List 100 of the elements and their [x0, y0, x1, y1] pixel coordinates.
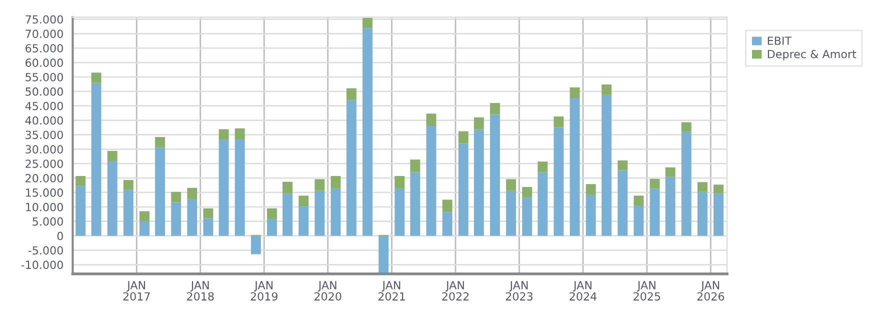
bar: [506, 179, 516, 190]
bar: [506, 190, 516, 236]
bar: [665, 167, 676, 177]
bar: [234, 128, 245, 140]
bar: [586, 194, 596, 236]
bar: [442, 212, 452, 236]
bar: [91, 82, 102, 236]
bar: [474, 117, 484, 130]
bar: [458, 143, 468, 236]
bar: [538, 162, 548, 172]
bar: [203, 218, 214, 236]
y-tick-label: 5.000: [32, 217, 63, 226]
bar: [426, 114, 436, 126]
bar: [714, 194, 724, 236]
bar: [298, 206, 309, 236]
x-tick-label: JAN 2025: [634, 281, 660, 301]
bar: [681, 132, 692, 236]
bar: [107, 150, 118, 161]
bar: [107, 160, 118, 236]
bar: [250, 236, 261, 254]
bar: [554, 127, 564, 236]
y-tick-label: 30.000: [26, 145, 63, 154]
bar: [602, 94, 612, 236]
y-tick-label: 25.000: [26, 160, 63, 168]
y-tick-label: -10.000: [21, 260, 63, 270]
y-tick-label: 45.000: [25, 102, 63, 110]
bar: [171, 192, 182, 202]
bar: [442, 200, 452, 212]
bar: [346, 88, 356, 100]
bar: [140, 221, 150, 236]
x-tick-label: JAN 2018: [187, 281, 214, 301]
bar: [570, 87, 580, 98]
bar: [218, 140, 229, 236]
bar: [634, 205, 644, 236]
bar: [155, 137, 166, 148]
bar: [522, 198, 532, 236]
bar: [394, 176, 405, 188]
bar: [554, 116, 564, 128]
bar: [522, 186, 532, 198]
legend-label: Deprec & Amort: [768, 50, 856, 60]
legend-label: EBIT: [768, 36, 792, 45]
bar: [314, 179, 325, 190]
bar: [314, 190, 325, 236]
bar: [298, 196, 309, 206]
bar: [714, 184, 724, 194]
bar: [76, 176, 86, 186]
y-tick-label: 35.000: [26, 130, 63, 140]
bar: [123, 190, 134, 236]
bar: [665, 176, 676, 236]
y-tick-label: 10.000: [26, 202, 63, 212]
y-tick-label: 55.000: [26, 72, 63, 82]
bar: [650, 178, 660, 188]
bar: [458, 131, 468, 144]
bar: [187, 198, 198, 236]
x-tick-label: JAN 2023: [506, 281, 533, 301]
bar: [76, 186, 86, 236]
y-tick-label: 70.000: [26, 30, 63, 38]
bar: [586, 184, 596, 194]
bar: [266, 208, 277, 220]
y-tick-label: -5.000: [28, 246, 63, 255]
bar: [426, 126, 436, 236]
bar: [218, 129, 229, 140]
bar: [410, 160, 420, 172]
bar: [602, 84, 612, 95]
bar: [490, 102, 500, 114]
bar: [362, 18, 372, 28]
y-tick-label: 60.000: [26, 58, 63, 67]
bar: [650, 188, 660, 236]
y-tick-label: 65.000: [26, 44, 63, 52]
bar: [171, 202, 182, 236]
bar: [234, 139, 245, 236]
bar: [330, 176, 341, 188]
bar: [155, 147, 166, 236]
y-tick-label: 20.000: [26, 174, 63, 182]
bar: [346, 100, 356, 236]
x-tick-label: JAN 2021: [378, 281, 405, 301]
bar: [394, 188, 405, 236]
x-tick-label: JAN 2019: [250, 281, 278, 301]
bar: [203, 208, 214, 218]
bar: [187, 188, 198, 199]
bar: [140, 211, 150, 222]
bar: [697, 182, 708, 192]
x-tick-label: JAN 2026: [697, 281, 724, 301]
bar: [362, 28, 372, 236]
bar: [282, 194, 292, 236]
y-tick-label: 40.000: [25, 116, 63, 125]
y-tick-label: 0: [57, 232, 63, 240]
bar: [618, 170, 628, 236]
y-tick-label: 50.000: [26, 87, 63, 96]
bar: [634, 196, 644, 206]
bar: [538, 172, 548, 236]
bar: [330, 188, 341, 236]
bar: [681, 122, 692, 132]
bar: [378, 236, 389, 274]
bar: [474, 129, 484, 236]
y-tick-label: 75.000: [26, 15, 63, 24]
x-tick-label: JAN 2017: [123, 281, 150, 301]
bar: [618, 160, 628, 170]
bar: [490, 114, 500, 236]
x-tick-label: JAN 2022: [442, 281, 469, 301]
